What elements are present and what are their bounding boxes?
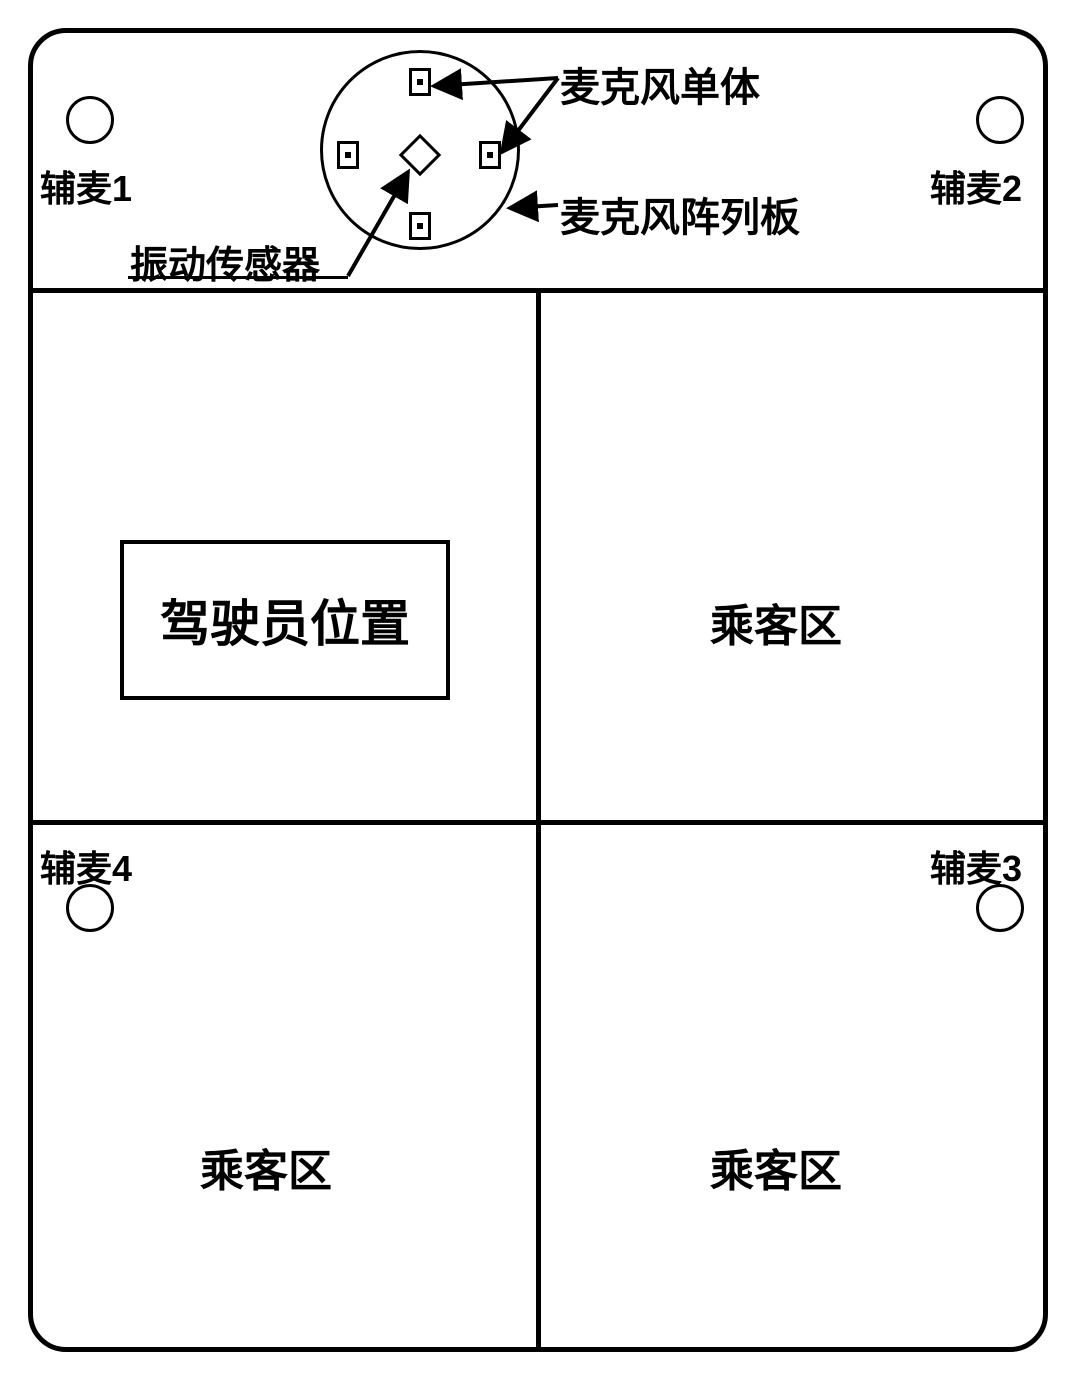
array-board-callout-label: 麦克风阵列板 xyxy=(560,185,800,243)
mic-unit-bottom xyxy=(409,212,431,240)
mic-unit-callout-label: 麦克风单体 xyxy=(560,55,760,113)
zone-label-bl: 乘客区 xyxy=(200,1135,332,1199)
driver-position-box: 驾驶员位置 xyxy=(120,540,450,700)
mic-unit-right xyxy=(479,141,501,169)
aux-mic-2-icon xyxy=(976,96,1024,144)
vib-sensor-callout-label: 振动传感器 xyxy=(130,234,320,289)
driver-position-label: 驾驶员位置 xyxy=(160,584,410,656)
aux-mic-4-label: 辅麦4 xyxy=(40,840,132,892)
mic-unit-left xyxy=(337,141,359,169)
aux-mic-2-label: 辅麦2 xyxy=(930,160,1022,212)
grid-v xyxy=(536,291,541,1349)
mic-unit-top xyxy=(409,68,431,96)
diagram-canvas: 辅麦1 辅麦2 辅麦4 辅麦3 麦克风单体 麦克风阵列板 振动传感器 xyxy=(0,0,1080,1387)
vib-sensor-underline xyxy=(128,276,348,279)
zone-label-tr: 乘客区 xyxy=(710,590,842,654)
aux-mic-1-label: 辅麦1 xyxy=(40,160,132,212)
aux-mic-1-icon xyxy=(66,96,114,144)
aux-mic-3-label: 辅麦3 xyxy=(930,840,1022,892)
zone-label-br: 乘客区 xyxy=(710,1135,842,1199)
